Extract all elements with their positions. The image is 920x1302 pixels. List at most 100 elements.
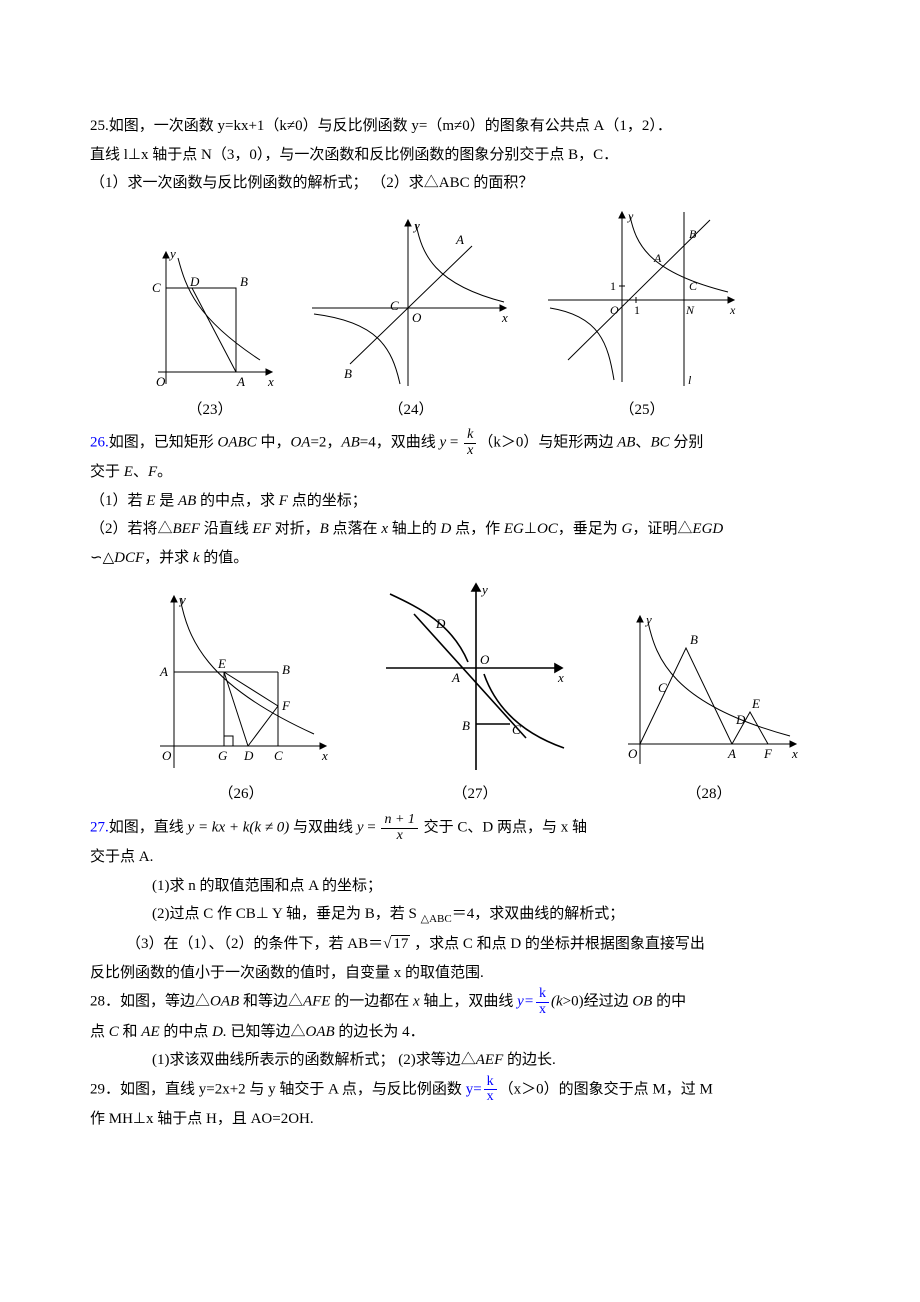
t: AFE [303,994,334,1010]
t: 和等边△ [243,994,303,1010]
svg-text:A: A [236,374,245,389]
fig23-svg: OAx CB Dy [140,244,280,394]
figure-27: Oxy AB CD （27） [380,578,570,809]
svg-text:y: y [412,218,420,233]
t: ∽△ [90,550,114,566]
figure-23: OAx CB Dy （23） [140,244,280,425]
p26-line2: 交于 E、F。 [90,458,850,487]
svg-text:x: x [557,670,564,685]
p25-line3: （1）求一次函数与反比例函数的解析式； （2）求△ABC 的面积？ [90,169,850,198]
t: (2)求等边△ [398,1052,476,1068]
svg-text:C: C [658,680,667,695]
figure-26: Oxy ABC EF GD （26） [146,588,336,809]
svg-text:C: C [689,279,698,293]
t: BEF [173,521,204,537]
t: 28．如图，等边△ [90,994,210,1010]
t: D. [212,1024,230,1040]
svg-text:D: D [735,712,746,727]
t: 和 [123,1024,142,1040]
t: 与双曲线 [293,820,357,836]
t: C [109,1024,123,1040]
p27-line1: 27.如图，直线 y = kx + k(k ≠ 0) 与双曲线 y = n + … [90,813,850,843]
fig24-svg: Oxy ABC [306,214,516,394]
t: （1）若 [90,493,146,509]
t: 的中 [656,994,686,1010]
p27-num: 27. [90,820,109,836]
t: 的边长. [507,1052,556,1068]
num: n + 1 [381,813,417,829]
t: AB [341,435,359,451]
t: 分别 [673,435,703,451]
svg-text:y: y [480,582,488,597]
t: 、 [635,435,650,451]
t: = [446,435,462,451]
t: >0)经过边 [563,994,633,1010]
t: ，证明△ [632,521,692,537]
svg-text:O: O [480,652,490,667]
t: x [381,521,391,537]
page: 25.如图，一次函数 y=kx+1（k≠0）与反比例函数 y=（m≠0）的图象有… [0,0,920,1302]
p28-line2: 点 C 和 AE 的中点 D. 已知等边△OAB 的边长为 4． [90,1018,850,1047]
svg-text:y: y [644,612,652,627]
t: = [363,820,379,836]
fig24-caption: （24） [388,396,433,425]
svg-text:B: B [689,227,697,241]
p27-line6: 反比例函数的值小于一次函数的值时，自变量 x 的取值范围. [90,959,850,988]
num: k [464,428,476,444]
fig26-svg: Oxy ABC EF GD [146,588,336,778]
t: 的一边都在 [334,994,413,1010]
t: 已知等边△ [230,1024,305,1040]
svg-text:A: A [455,232,464,247]
fraction-k-over-x: kx [464,428,476,458]
figure-row-2: Oxy ABC EF GD （26） Ox y [146,578,850,809]
svg-text:A: A [159,664,168,679]
t: AB [617,435,635,451]
svg-text:F: F [281,698,291,713]
t: OABC [218,435,261,451]
t: =2， [310,435,341,451]
t: （k＞0）与矩形两边 [478,435,617,451]
t: (2)过点 C 作 CB⊥ Y 轴，垂足为 B，若 S [152,906,421,922]
p27-line2: 交于点 A. [90,843,850,872]
t: ，并求 [144,550,193,566]
t: 轴上，双曲线 [423,994,517,1010]
svg-text:l: l [688,373,692,387]
p25-q1: （1）求一次函数与反比例函数的解析式； [90,175,368,191]
t: 的边长为 4． [338,1024,424,1040]
svg-text:G: G [218,748,228,763]
t: 点落在 [333,521,382,537]
t: B [320,521,333,537]
svg-text:1: 1 [610,279,616,293]
t: ＝4，求双曲线的解析式； [452,906,625,922]
svg-text:O: O [628,746,638,761]
t: D [441,521,456,537]
svg-text:x: x [791,746,798,761]
t: EF [253,521,275,537]
svg-text:B: B [240,274,248,289]
t: F [148,464,157,480]
t: ，垂足为 [558,521,622,537]
t: 的中点，求 [200,493,279,509]
t: 轴上的 [392,521,441,537]
fig28-caption: （28） [686,780,731,809]
svg-text:E: E [751,696,760,711]
sub-abc: △ABC [421,913,452,925]
figure-24: Oxy ABC （24） [306,214,516,425]
svg-text:O: O [156,374,166,389]
t: 交于 [90,464,124,480]
t: AB [178,493,200,509]
figure-28: Oxy BC AF ED （28） [614,608,804,809]
t: EGD [692,521,723,537]
p25-q2: （2）求△ABC 的面积？ [371,175,533,191]
t: k [556,994,563,1010]
p27-line4: (2)过点 C 作 CB⊥ Y 轴，垂足为 B，若 S △ABC＝4，求双曲线的… [90,900,850,930]
t: BC [650,435,673,451]
fig25-caption: （25） [619,396,664,425]
fraction-k-over-x-29: kx [484,1075,497,1105]
t: 如图，已知矩形 [109,435,218,451]
p25-line1: 25.如图，一次函数 y=kx+1（k≠0）与反比例函数 y=（m≠0）的图象有… [90,112,850,141]
t: x [413,994,423,1010]
svg-text:A: A [727,746,736,761]
t: 29．如图，直线 y=2x+2 与 y 轴交于 A 点，与反比例函数 [90,1081,466,1097]
p25-line2: 直线 l⊥x 轴于点 N（3，0），与一次函数和反比例函数的图象分别交于点 B，… [90,141,850,170]
